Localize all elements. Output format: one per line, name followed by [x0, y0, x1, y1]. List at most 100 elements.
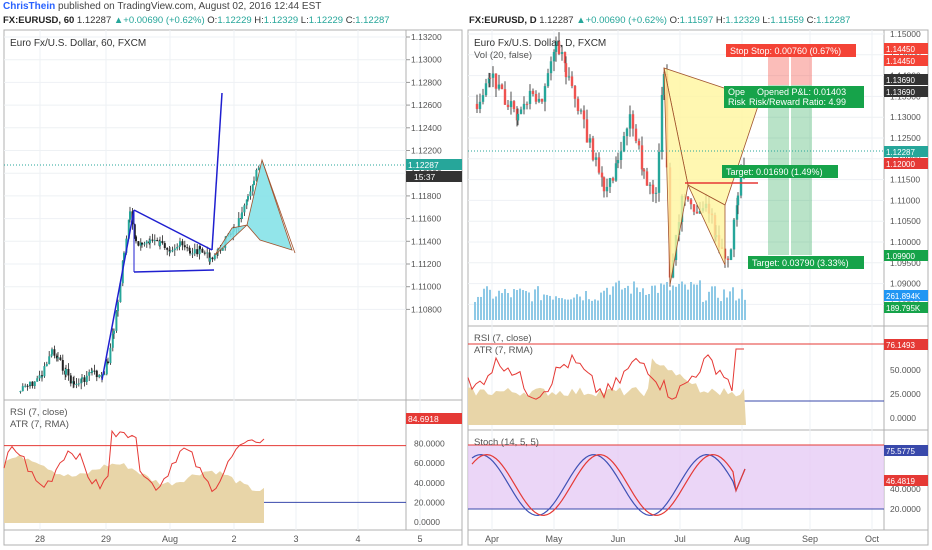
right-volume-bar	[714, 286, 716, 320]
left-price-label: 1.13200	[411, 32, 442, 42]
left-ind-label: 40.0000	[414, 478, 445, 488]
left-candle-body	[61, 360, 64, 371]
right-time-label: Oct	[865, 534, 880, 544]
left-candle-body	[93, 370, 96, 372]
right-stoch-label: 20.0000	[890, 504, 921, 514]
right-candle-body	[543, 86, 547, 102]
left-low: 1.12229	[308, 15, 344, 26]
left-flag-upper-line	[133, 209, 213, 251]
right-volume-bar	[558, 297, 560, 320]
right-volume-bar	[510, 297, 512, 320]
right-rsi-label: 0.0000	[890, 413, 916, 423]
right-stop-label: Stop Stop: 0.00760 (0.67%)	[730, 46, 841, 56]
right-volume-bar	[618, 280, 620, 320]
right-time-label: Jul	[674, 534, 686, 544]
left-candle-body	[105, 361, 108, 375]
right-candle-body	[478, 101, 482, 109]
left-candle-body	[166, 248, 169, 250]
left-time-label: 28	[35, 534, 45, 544]
right-volume-bar	[717, 297, 719, 320]
right-candle-body	[622, 136, 626, 152]
right-volume-bar	[588, 299, 590, 320]
right-stoch-title: Stoch (14, 5, 5)	[474, 437, 539, 448]
right-volume-bar	[678, 283, 680, 320]
left-candle-body	[59, 357, 62, 361]
left-candle-body	[36, 378, 39, 382]
author-link[interactable]: ChrisThein	[3, 1, 56, 12]
left-candle-body	[24, 385, 27, 387]
left-candle-body	[129, 211, 131, 220]
right-price-tag	[884, 55, 928, 66]
left-flag-lower-line	[133, 269, 215, 273]
left-candle-body	[113, 330, 115, 334]
right-open: 1.11597	[679, 15, 714, 26]
right-candle-body	[509, 101, 513, 108]
right-change: +0.00690 (+0.62%)	[585, 15, 667, 26]
left-change: +0.00690 (+0.62%)	[123, 15, 205, 26]
left-harmonic-pattern	[214, 158, 293, 256]
left-candle-body	[88, 372, 91, 376]
right-volume-bar	[630, 293, 632, 320]
left-candle-body	[171, 250, 174, 252]
right-symbol[interactable]: FX:EURUSD, D	[469, 15, 537, 26]
right-candle-body	[557, 41, 561, 54]
left-price-label: 1.11600	[411, 214, 441, 224]
left-candle-body	[159, 241, 161, 246]
right-volume-bar	[477, 296, 479, 320]
right-volume-bar	[657, 292, 659, 320]
left-candle-body	[209, 257, 211, 262]
right-candle-body	[614, 163, 618, 181]
right-price-tag	[884, 74, 928, 85]
right-volume-bar	[495, 296, 497, 320]
right-high: 1.12329	[725, 15, 760, 26]
right-candle-body	[640, 145, 644, 170]
right-candle-body	[605, 186, 609, 192]
left-countdown-text: 15:37	[414, 172, 436, 182]
right-stop-label-box	[726, 44, 856, 57]
right-rsi-tag	[884, 339, 928, 350]
right-volume-title: Vol (20, false)	[474, 50, 532, 61]
left-ind-label: 20.0000	[414, 497, 445, 507]
right-volume-bar	[501, 293, 503, 320]
right-volume-bar	[639, 292, 641, 320]
right-candle-body	[645, 171, 649, 186]
right-candle-body	[516, 113, 520, 121]
right-price-label: 1.12500	[890, 133, 921, 143]
left-candle-body	[57, 357, 59, 359]
left-candle-body	[69, 375, 72, 384]
left-candle-body	[163, 243, 166, 249]
left-candle-body	[133, 224, 136, 237]
right-candle-body	[628, 114, 632, 129]
right-volume-bar	[567, 299, 569, 320]
left-candle-body	[208, 252, 211, 262]
right-price-tag	[884, 43, 928, 54]
left-candle-body	[38, 375, 41, 379]
right-volume-bar	[546, 294, 548, 320]
left-symbol[interactable]: FX:EURUSD, 60	[3, 15, 75, 26]
right-candle-body	[534, 93, 538, 102]
right-risk-reward: Risk/Reward Ratio: 4.99	[749, 97, 846, 107]
left-candle-body	[249, 191, 252, 197]
right-stoch-tag-b	[884, 475, 928, 486]
right-harmonic-lower	[687, 184, 726, 266]
left-candle-body	[189, 250, 191, 254]
right-volume-bar	[564, 299, 566, 320]
right-volume-bar	[603, 290, 605, 320]
left-candle-body	[145, 241, 148, 244]
right-price-tag-text: 1.13690	[886, 76, 915, 85]
left-candle-body	[115, 311, 118, 331]
left-price-label: 1.12200	[411, 146, 442, 156]
left-candle-body	[80, 378, 83, 384]
right-candle-body	[494, 73, 498, 89]
left-time-label: 29	[101, 534, 111, 544]
right-candle-body	[637, 140, 641, 146]
right-price-tag	[884, 86, 928, 97]
right-rsi-title: RSI (7, close)	[474, 333, 532, 344]
left-symbol-row: FX:EURUSD, 60 1.12287 ▲+0.00690 (+0.62%)…	[3, 15, 390, 26]
right-volume-bar	[642, 288, 644, 320]
left-price-label: 1.11400	[411, 236, 441, 246]
right-price-tag-text: 1.12000	[886, 160, 915, 169]
publish-header: ChrisThein published on TradingView.com,…	[0, 0, 932, 14]
left-candle-body	[161, 241, 164, 244]
right-stoch-label: 40.0000	[890, 484, 921, 494]
